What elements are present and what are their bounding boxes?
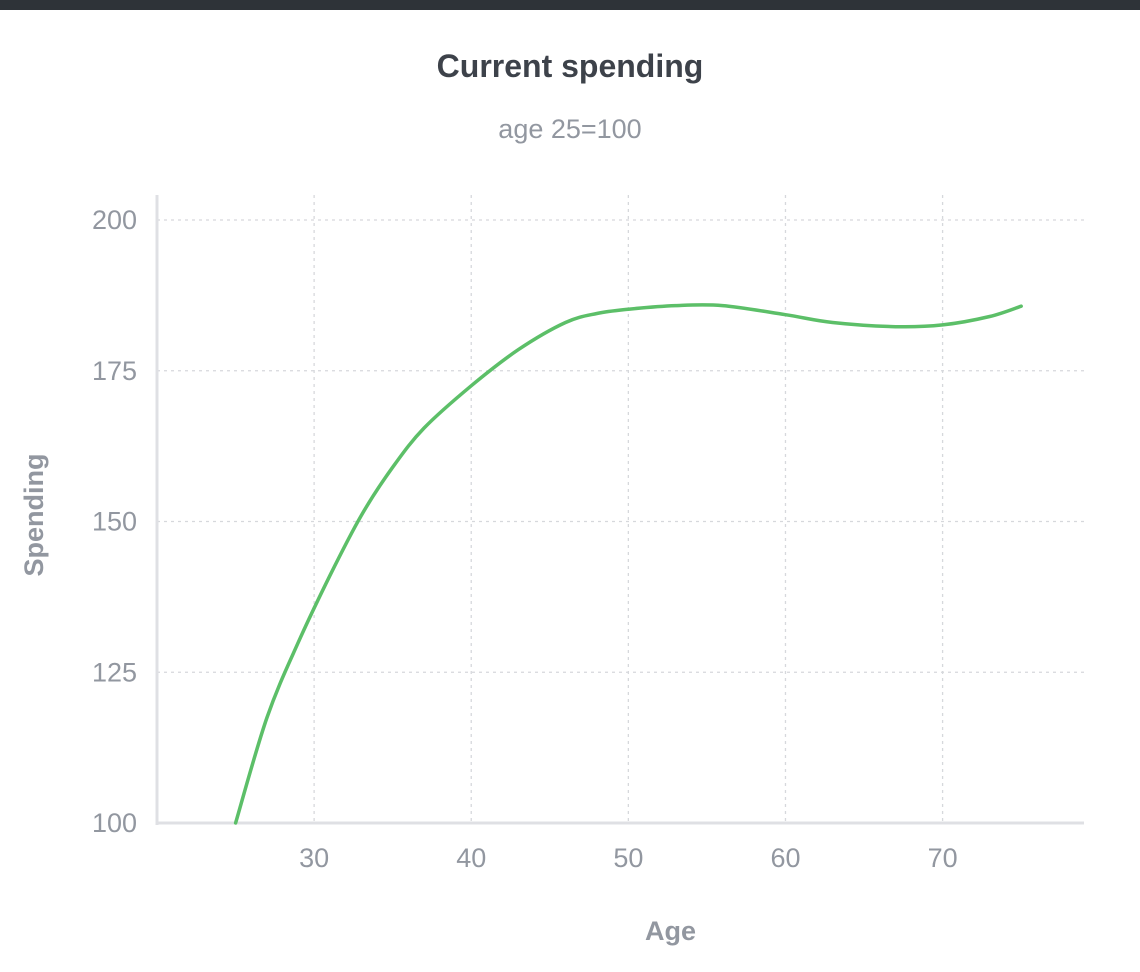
chart-title: Current spending xyxy=(436,48,704,84)
series xyxy=(233,303,1023,825)
y-tick-label: 100 xyxy=(92,808,137,838)
grid xyxy=(157,195,1084,823)
x-tick-label: 60 xyxy=(770,843,800,873)
y-axis-title: Spending xyxy=(19,454,49,577)
chart-subtitle: age 25=100 xyxy=(498,114,642,144)
y-tick-label: 125 xyxy=(92,657,137,687)
axes xyxy=(155,195,1084,825)
x-tick-label: 70 xyxy=(928,843,958,873)
x-tick-label: 30 xyxy=(299,843,329,873)
y-tick-label: 150 xyxy=(92,507,137,537)
tick-labels: 100 125 150 175 200 30 40 50 60 70 xyxy=(92,205,958,873)
y-tick-label: 175 xyxy=(92,356,137,386)
series-line xyxy=(233,303,1023,825)
y-tick-label: 200 xyxy=(92,205,137,235)
x-tick-label: 40 xyxy=(456,843,486,873)
x-tick-label: 50 xyxy=(613,843,643,873)
x-axis-title: Age xyxy=(645,916,696,946)
top-bar xyxy=(0,0,1140,10)
